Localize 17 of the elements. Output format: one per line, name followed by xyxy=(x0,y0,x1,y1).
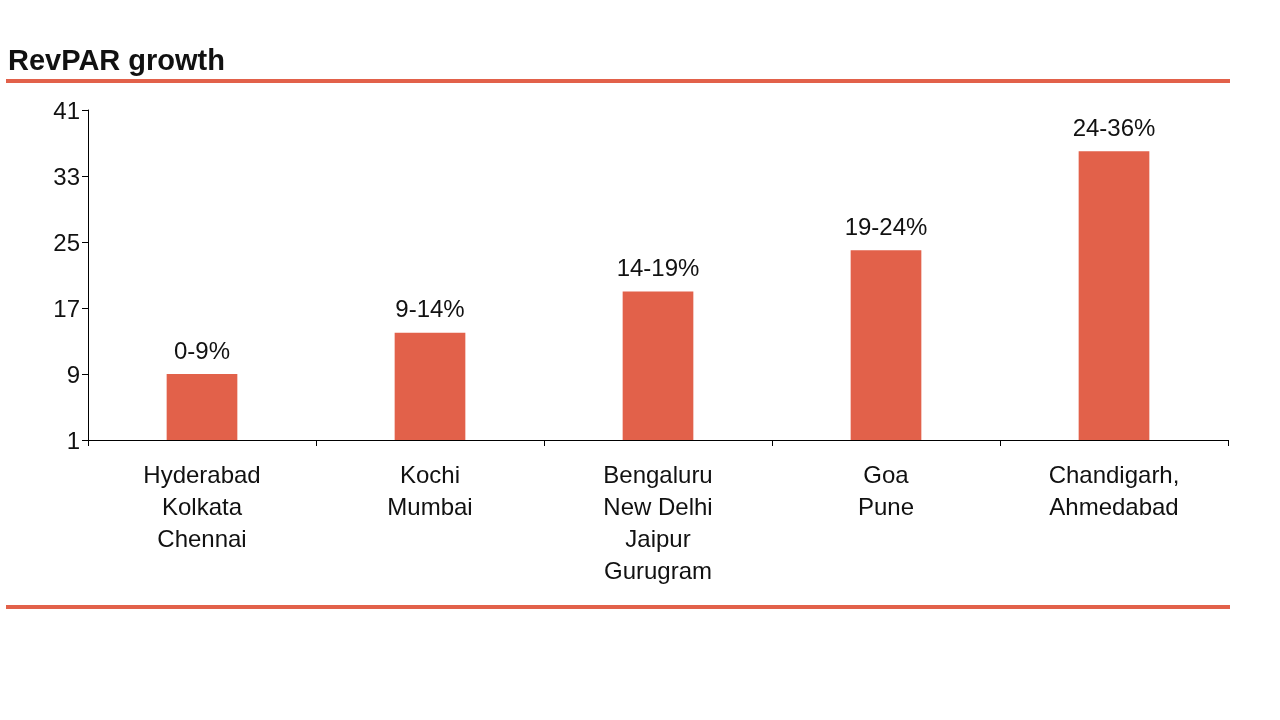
annotation: 0-9% xyxy=(173,336,231,364)
x-tick-label: Goa Pune xyxy=(857,460,915,520)
y-tick-label: 9 xyxy=(66,360,80,388)
chart-title: RevPAR growth xyxy=(8,44,225,77)
annotation: 9-14% xyxy=(395,295,465,323)
y-tick-label: 17 xyxy=(53,294,80,322)
y-tick-label: 33 xyxy=(53,162,80,190)
y-tick-label: 41 xyxy=(53,96,80,124)
x-tick-label: Kochi Mumbai xyxy=(387,460,473,520)
y-tick-label: 25 xyxy=(53,228,80,256)
x-tick-label: Hyderabad Kolkata Chennai xyxy=(143,460,261,552)
x-tick-label: Chandigarh, Ahmedabad xyxy=(1048,460,1180,520)
annotation: 24-36% xyxy=(1072,113,1156,141)
annotation: 14-19% xyxy=(616,254,700,281)
annotation: 19-24% xyxy=(844,212,928,240)
x-tick-label: Bengaluru New Delhi Jaipur Gurugram xyxy=(603,460,713,584)
y-tick-label: 1 xyxy=(66,426,80,454)
